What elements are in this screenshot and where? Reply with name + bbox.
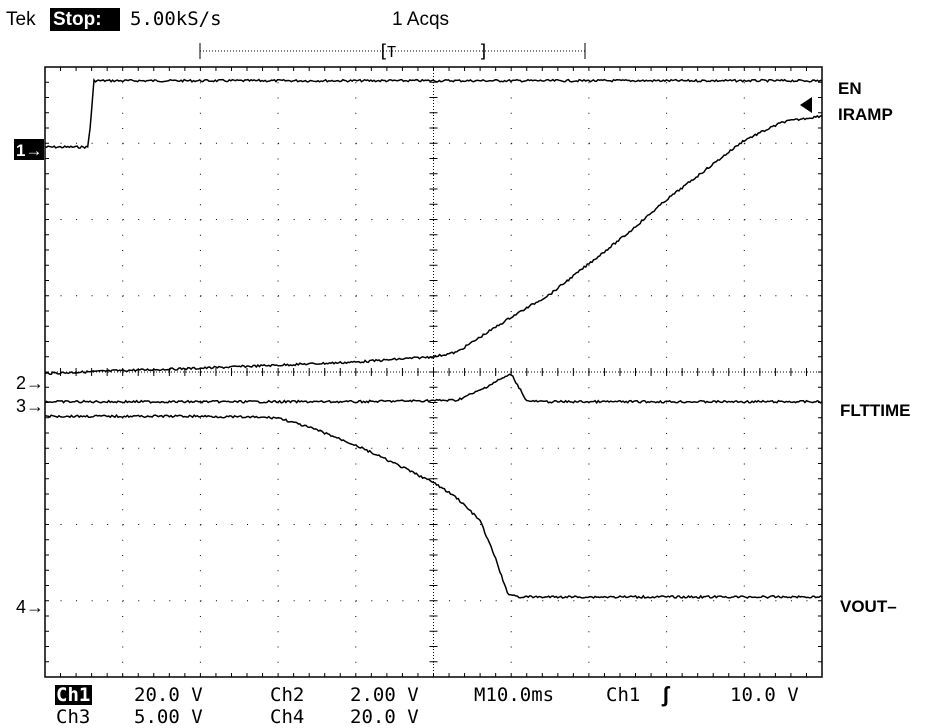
trace-en <box>44 78 823 150</box>
waveform-traces <box>44 78 823 600</box>
acquisition-count: 1 Acqs <box>392 9 449 30</box>
sample-rate-label: 5.00kS/s <box>130 8 222 30</box>
trigger-level-readout: 10.0 V <box>730 684 799 706</box>
svg-text:1→: 1→ <box>16 141 42 160</box>
ch4-readout-label: Ch4 <box>270 706 304 728</box>
window-bracket-left: [ <box>378 41 389 62</box>
trigger-source-readout: Ch1 <box>606 684 640 706</box>
trigger-marker: T <box>387 43 396 61</box>
trace-vout <box>44 413 823 600</box>
trigger-level-arrow <box>800 97 812 113</box>
trigger-position-bar: [ T ] <box>199 41 586 62</box>
ch1-readout-badge <box>55 685 92 705</box>
ch2-readout-label: Ch2 <box>270 684 304 706</box>
ch2-scale: 2.00 V <box>350 684 419 706</box>
trace-iramp <box>44 114 823 376</box>
ch1-ground-marker: 1→ <box>14 139 44 160</box>
window-bracket-right: ] <box>478 41 489 62</box>
ch1-scale: 20.0 V <box>134 684 203 706</box>
trace-flttime <box>44 373 823 405</box>
ch1-readout-label: Ch1 <box>56 684 90 706</box>
label-flttime: FLTTIME <box>840 401 911 420</box>
run-state-badge <box>50 8 120 31</box>
trigger-slope-icon: ʃ <box>661 682 671 707</box>
label-vout: VOUT– <box>840 597 897 616</box>
label-en: EN <box>838 79 862 98</box>
ch2-ground-marker: 2→ <box>16 373 44 393</box>
graticule <box>44 66 823 678</box>
ch3-ground-marker: 3→ <box>16 396 44 416</box>
run-state-label: Stop: <box>53 9 102 30</box>
ch3-readout-label: Ch3 <box>56 706 90 728</box>
brand-label: Tek <box>6 9 36 30</box>
ch4-ground-marker: 4→ <box>16 597 44 617</box>
ch4-scale: 20.0 V <box>350 706 419 728</box>
ch3-scale: 5.00 V <box>134 706 203 728</box>
label-iramp: IRAMP <box>838 105 893 124</box>
timebase-readout: M10.0ms <box>474 684 554 706</box>
